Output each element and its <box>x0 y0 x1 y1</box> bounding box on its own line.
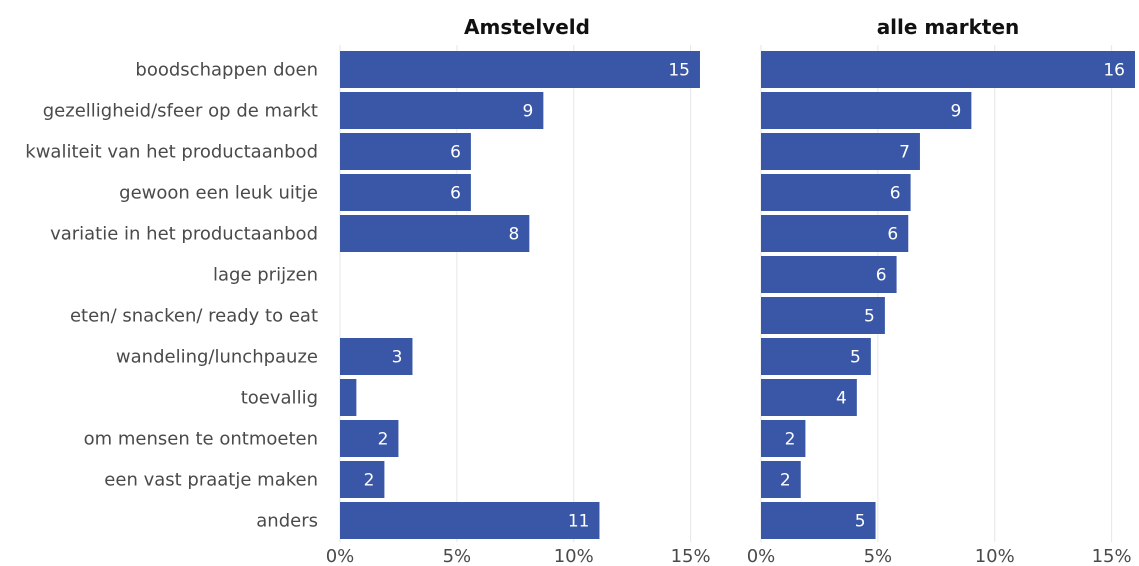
bar-value-label: 9 <box>951 102 962 122</box>
bar-amstelveld <box>340 92 544 129</box>
category-label: variatie in het productaanbod <box>50 224 318 245</box>
bar-alle-markten <box>761 297 885 334</box>
panel-title-amstelveld: Amstelveld <box>464 15 590 39</box>
bar-alle-markten <box>761 215 909 252</box>
bar-alle-markten <box>761 51 1135 88</box>
category-label: anders <box>256 511 318 532</box>
bar-value-label: 3 <box>392 348 403 368</box>
bar-amstelveld <box>340 379 357 416</box>
bar-alle-markten <box>761 133 920 170</box>
x-tick-label: 5% <box>443 546 472 566</box>
category-label: toevallig <box>241 388 318 409</box>
bar-value-label: 16 <box>1103 61 1125 81</box>
bar-alle-markten <box>761 256 897 293</box>
bar-alle-markten <box>761 92 972 129</box>
bar-value-label: 6 <box>876 266 887 286</box>
bar-amstelveld <box>340 133 471 170</box>
category-label: lage prijzen <box>213 265 318 286</box>
bar-value-label: 2 <box>780 471 791 491</box>
x-tick-label: 5% <box>864 546 893 566</box>
bar-value-label: 7 <box>899 143 910 163</box>
bar-amstelveld <box>340 461 385 498</box>
bar-value-label: 6 <box>890 184 901 204</box>
bar-alle-markten <box>761 420 806 457</box>
category-labels: boodschappen doen gezelligheid/sfeer op d… <box>25 60 318 532</box>
bar-value-label: 2 <box>378 430 389 450</box>
bar-amstelveld <box>340 502 600 539</box>
x-tick-label: 10% <box>554 546 594 566</box>
bar-alle-markten <box>761 379 857 416</box>
bar-value-label: 5 <box>850 348 861 368</box>
x-tick-label: 15% <box>1092 546 1132 566</box>
bar-value-label: 5 <box>864 307 875 327</box>
category-label: eten/ snacken/ ready to eat <box>70 306 318 327</box>
category-label: gezelligheid/sfeer op de markt <box>43 101 318 122</box>
bar-value-label: 6 <box>450 184 461 204</box>
bar-amstelveld <box>340 174 471 211</box>
bar-value-label: 4 <box>836 389 847 409</box>
category-label: gewoon een leuk uitje <box>119 183 318 204</box>
bar-value-label: 2 <box>785 430 796 450</box>
x-tick-label: 15% <box>671 546 711 566</box>
bar-alle-markten <box>761 461 801 498</box>
bar-amstelveld <box>340 215 530 252</box>
bar-amstelveld <box>340 420 399 457</box>
bar-alle-markten <box>761 174 911 211</box>
panel-amstelveld: Amstelveld 0% 5% 10% 15% 15 9 6 6 8 3 2 2 11 <box>326 15 711 566</box>
x-tick-label: 0% <box>326 546 355 566</box>
bar-value-label: 5 <box>855 512 866 532</box>
bar-amstelveld <box>340 51 700 88</box>
bar-value-label: 8 <box>509 225 520 245</box>
panel-alle-markten: alle markten 0% 5% 10% 15% 16 9 7 6 6 6 5 5 4 2 2 5 <box>747 15 1135 566</box>
bar-value-label: 15 <box>668 61 690 81</box>
bar-value-label: 6 <box>887 225 898 245</box>
bar-alle-markten <box>761 502 876 539</box>
category-label: wandeling/lunchpauze <box>116 347 318 368</box>
category-label: om mensen te ontmoeten <box>84 429 318 450</box>
x-tick-label: 10% <box>975 546 1015 566</box>
bar-value-label: 2 <box>364 471 375 491</box>
panel-title-alle-markten: alle markten <box>877 15 1020 39</box>
category-label: een vast praatje maken <box>104 470 318 491</box>
x-tick-label: 0% <box>747 546 776 566</box>
bar-amstelveld <box>340 338 413 375</box>
category-label: boodschappen doen <box>135 60 318 81</box>
bar-value-label: 9 <box>523 102 534 122</box>
bar-value-label: 11 <box>568 512 590 532</box>
category-label: kwaliteit van het productaanbod <box>25 142 318 163</box>
bar-value-label: 6 <box>450 143 461 163</box>
bar-alle-markten <box>761 338 871 375</box>
